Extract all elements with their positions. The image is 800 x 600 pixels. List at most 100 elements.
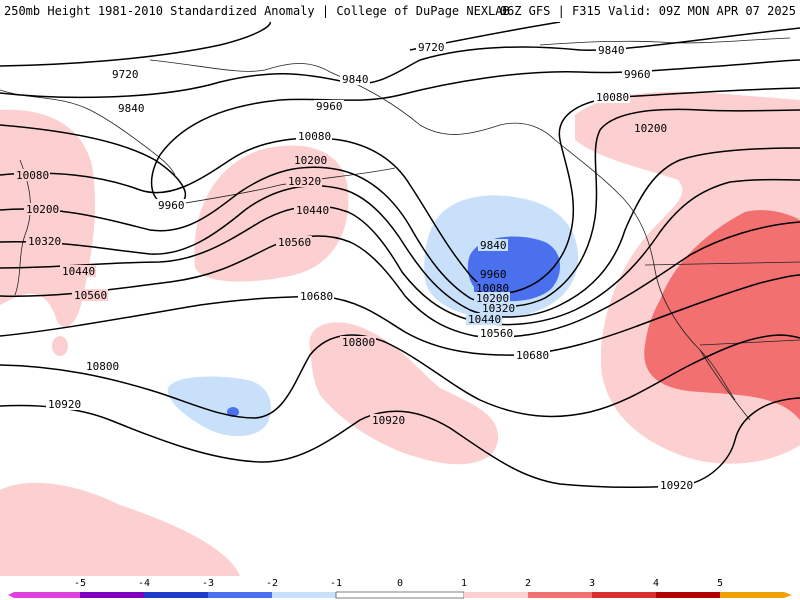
- contour-label: 9840: [598, 44, 625, 57]
- contour-label: 10560: [278, 236, 311, 249]
- label-10320-b: 10320: [286, 175, 322, 188]
- contour-10800: [0, 334, 800, 419]
- contour-10200: [0, 108, 800, 307]
- contour-10320: [0, 147, 800, 318]
- asia-coastline: [0, 89, 176, 176]
- contour-label: 10080: [16, 169, 49, 182]
- legend-bars: [8, 591, 792, 599]
- contour-label: 10320: [482, 302, 515, 315]
- contour-10680: [0, 274, 800, 356]
- contour-label: 9960: [624, 68, 651, 81]
- label-10560-c: 10560: [478, 327, 514, 340]
- legend-tick-label: 0: [397, 578, 403, 589]
- legend-tip-left: [8, 592, 14, 598]
- label-10680-b: 10680: [514, 349, 550, 362]
- weather-map: 9720 9720 9840 9840 9840 9960 9960 9960 …: [0, 22, 800, 576]
- label-10440-b: 10440: [294, 204, 330, 217]
- contour-10440: [0, 178, 800, 326]
- label-10800-b: 10800: [340, 336, 376, 349]
- contour-label: 10320: [288, 175, 321, 188]
- negative-anomaly-subtropics: [167, 376, 271, 437]
- label-9960-a: 9960: [156, 199, 186, 212]
- legend-bar-neg2: [208, 592, 272, 598]
- label-10680-a: 10680: [298, 290, 334, 303]
- contour-9720: [0, 22, 271, 67]
- label-10200-b: 10200: [292, 154, 328, 167]
- positive-anomaly-spot: [52, 336, 68, 356]
- contour-label: 10920: [48, 398, 81, 411]
- contour-label: 9840: [118, 102, 145, 115]
- legend-bar-neg4: [80, 592, 144, 598]
- contour-labels: 9720 9720 9840 9840 9840 9960 9960 9960 …: [14, 41, 694, 492]
- contour-label: 10920: [660, 479, 693, 492]
- legend-bar-neg1: [272, 592, 336, 598]
- label-10920-a: 10920: [46, 398, 82, 411]
- legend-bar-pos1: [464, 592, 528, 598]
- label-10080-a: 10080: [14, 169, 50, 182]
- label-9960-d: 9960: [478, 268, 508, 281]
- legend-tick-label: 4: [653, 578, 659, 589]
- contour-label: 10200: [476, 292, 509, 305]
- label-10320-a: 10320: [26, 235, 62, 248]
- label-9840-c: 9840: [596, 44, 626, 57]
- label-9840-a: 9840: [116, 102, 146, 115]
- label-9720-b: 9720: [416, 41, 446, 54]
- us-state-border: [644, 261, 800, 266]
- negative-anomaly-spot: [227, 407, 239, 417]
- legend-tick-label: -1: [330, 578, 342, 589]
- contour-label: 10920: [372, 414, 405, 427]
- legend-bar-neg5: [14, 592, 80, 598]
- contour-label: 9960: [158, 199, 185, 212]
- label-10200-low: 10200: [474, 292, 510, 305]
- legend-tick-label: -4: [138, 578, 150, 589]
- contour-label: 10440: [468, 313, 501, 326]
- contour-label: 10320: [28, 235, 61, 248]
- kamchatka-coastline: [149, 59, 331, 73]
- legend-bar-pos5: [720, 592, 784, 598]
- contour-label: 10440: [296, 204, 329, 217]
- contour-label: 9840: [480, 239, 507, 252]
- legend-bar-pos2: [528, 592, 592, 598]
- label-10080-c: 10080: [594, 91, 630, 104]
- label-9960-c: 9960: [622, 68, 652, 81]
- contour-label: 9840: [342, 73, 369, 86]
- contour-label: 10200: [26, 203, 59, 216]
- contour-label: 10680: [516, 349, 549, 362]
- contour-label: 10800: [342, 336, 375, 349]
- label-10200-c: 10200: [632, 122, 668, 135]
- label-10800-a: 10800: [84, 360, 120, 373]
- contour-10920: [0, 397, 800, 489]
- contour-label: 9720: [112, 68, 139, 81]
- label-10920-b: 10920: [370, 414, 406, 427]
- label-10440-c: 10440: [466, 313, 502, 326]
- label-10080-b: 10080: [296, 130, 332, 143]
- label-10440-a: 10440: [60, 265, 96, 278]
- contour-label: 10680: [300, 290, 333, 303]
- label-10560-b: 10560: [276, 236, 312, 249]
- label-9960-b: 9960: [314, 100, 344, 113]
- contour-label: 10800: [86, 360, 119, 373]
- legend-tick-label: 3: [589, 578, 595, 589]
- anomaly-color-legend: -5 -4 -3 -2 -1 0 1 2 3 4 5: [0, 576, 800, 600]
- arctic-coastline: [539, 37, 791, 46]
- contour-label: 10080: [298, 130, 331, 143]
- legend-ticks: -5 -4 -3 -2 -1 0 1 2 3 4 5: [74, 578, 723, 589]
- label-9840-b: 9840: [340, 73, 370, 86]
- alaska-coastline: [329, 71, 556, 141]
- label-10080-low: 10080: [474, 282, 510, 295]
- label-10320-c: 10320: [480, 302, 516, 315]
- contour-label: 9720: [418, 41, 445, 54]
- legend-bar-neg3: [144, 592, 208, 598]
- map-title: 250mb Height 1981-2010 Standardized Anom…: [4, 4, 510, 18]
- label-9840-low: 9840: [478, 239, 508, 252]
- mexico-border: [699, 339, 800, 346]
- north-america-coastline: [554, 139, 736, 401]
- label-10200-a: 10200: [24, 203, 60, 216]
- legend-bar-pos3: [592, 592, 656, 598]
- model-run-info: 06Z GFS | F315 Valid: 09Z MON APR 07 202…: [499, 4, 796, 18]
- contour-label: 10080: [596, 91, 629, 104]
- label-10560-a: 10560: [72, 289, 108, 302]
- contour-label: 10440: [62, 265, 95, 278]
- legend-tip-right: [784, 592, 792, 598]
- contour-label: 9960: [480, 268, 507, 281]
